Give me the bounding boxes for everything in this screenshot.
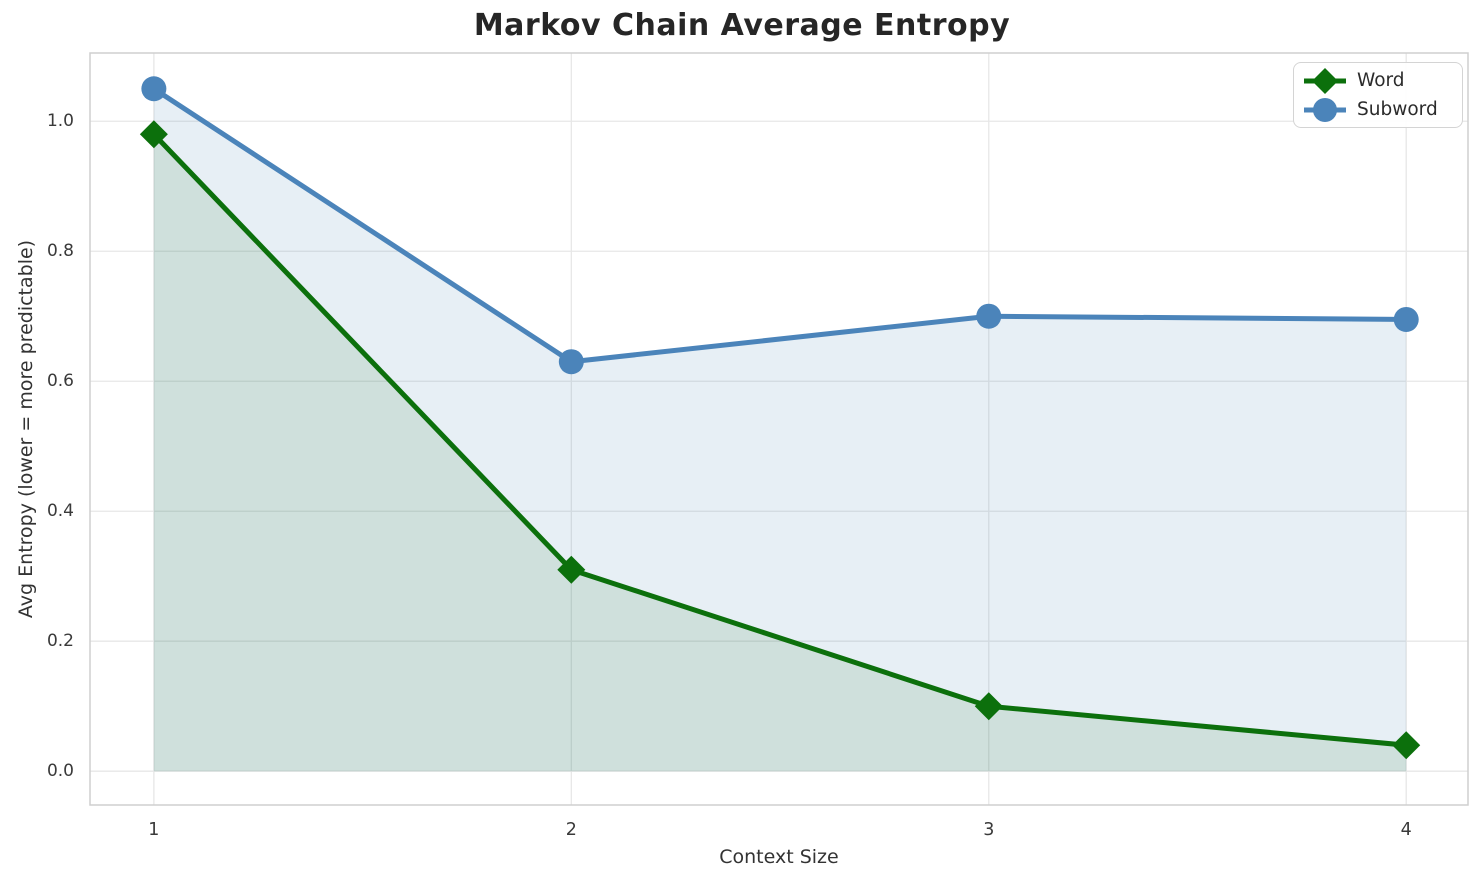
subword-circle-marker-icon [1304,97,1346,122]
x-axis-label: Context Size [719,846,839,868]
legend: Word Subword [1293,62,1463,128]
subword-line [152,86,1407,365]
subword-point-marker [141,76,167,102]
word-point-marker [139,120,168,149]
word-area-fill [153,134,1407,772]
plot-border [89,52,1469,806]
legend-item-subword: Subword [1302,95,1454,124]
word-point-marker [557,555,586,584]
y-tick-label: 0.6 [46,371,74,392]
word-point-marker [974,692,1003,721]
x-tick-label: 4 [1400,820,1412,840]
word-line [152,132,1407,748]
legend-label-subword: Subword [1357,99,1438,120]
legend-item-word: Word [1302,66,1454,95]
y-tick-label: 0.2 [46,631,74,652]
y-tick-label: 0.8 [46,241,74,262]
y-tick-label: 0.4 [46,501,74,522]
subword-point-marker [558,349,584,375]
legend-label-word: Word [1357,70,1405,91]
subword-point-marker [976,303,1002,329]
word-point-marker [1392,731,1421,760]
y-tick-label: 1.0 [46,111,74,132]
x-tick-label: 3 [983,820,995,840]
x-tick-label: 1 [148,820,160,840]
chart-title: Markov Chain Average Entropy [473,8,1011,43]
subword-area-fill [153,88,1407,772]
y-tick-label: 0.0 [46,761,74,782]
x-tick-label: 2 [565,820,577,840]
y-axis-label: Avg Entropy (lower = more predictable) [15,239,37,619]
subword-point-marker [1393,306,1419,332]
word-diamond-marker-icon [1304,67,1346,94]
